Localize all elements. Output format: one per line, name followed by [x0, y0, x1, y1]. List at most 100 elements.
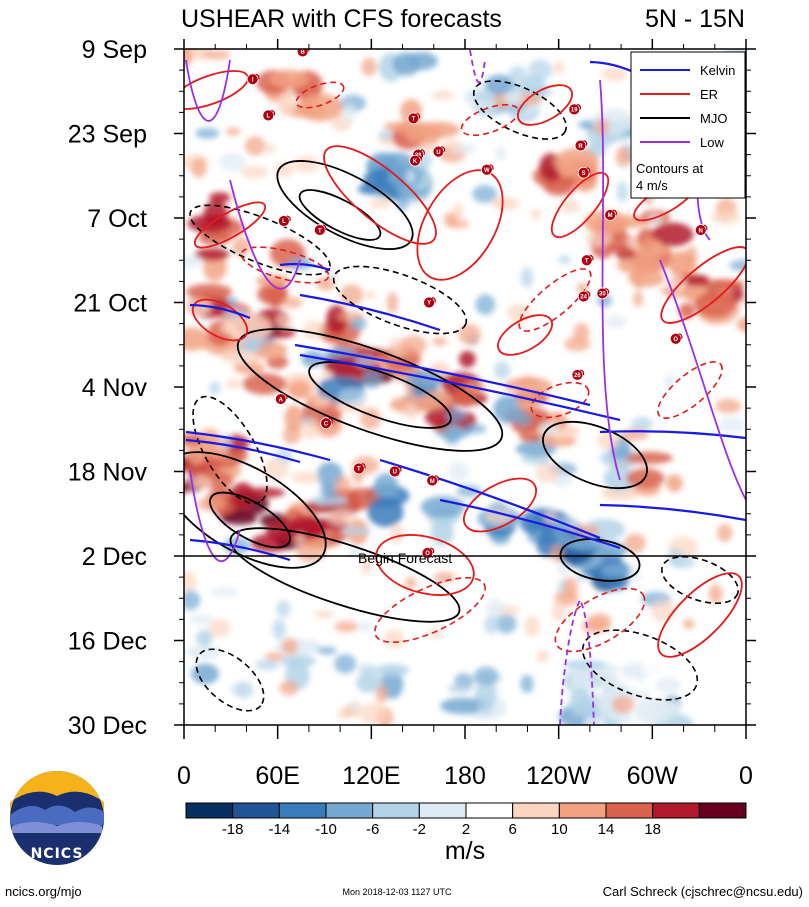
- shade-blob: [232, 237, 251, 257]
- shade-blob: [291, 471, 321, 484]
- storm-marker-circle: [246, 73, 259, 86]
- storm-marker-circle: [568, 103, 581, 116]
- storm-marker-tail: [580, 369, 585, 376]
- colorbar-swatch: [512, 802, 560, 819]
- shade-blob: [666, 474, 683, 492]
- shade-blob: [396, 194, 409, 211]
- shade-blob: [516, 391, 538, 412]
- shade-blob: [655, 677, 682, 694]
- storm-marker-tail: [441, 146, 446, 152]
- shade-blob: [237, 336, 262, 354]
- storm-marker-circle: [423, 296, 435, 309]
- shade-blob: [224, 313, 273, 342]
- storm-label: T: [585, 258, 589, 264]
- shade-blob: [307, 537, 330, 547]
- shade-blob: [503, 89, 524, 107]
- shade-blob: [47, 148, 87, 172]
- shade-blob: [659, 729, 688, 750]
- storm-marker: R: [574, 139, 588, 152]
- storm-marker-tail: [678, 333, 683, 339]
- legend-label: MJO: [700, 111, 727, 126]
- shade-blob: [280, 654, 316, 668]
- y-tick-label: 21 Oct: [73, 290, 147, 318]
- storm-marker: O: [421, 547, 435, 559]
- kelvin-contour: [379, 458, 601, 540]
- colorbar-swatch: [558, 802, 607, 819]
- er-contour: [375, 534, 475, 596]
- shade-blob: [263, 458, 290, 481]
- legend-label: Low: [700, 135, 724, 150]
- shade-blob: [284, 404, 303, 433]
- y-tick-label: 9 Sep: [82, 36, 147, 64]
- shade-blob: [254, 341, 288, 360]
- storm-marker-circle: [409, 154, 421, 167]
- shade-blob: [462, 423, 487, 434]
- shade-blob: [601, 66, 628, 82]
- storm-label: O: [425, 551, 430, 557]
- storm-marker: T: [580, 254, 594, 267]
- storm-label: M: [430, 479, 435, 485]
- shade-blob: [92, 177, 119, 194]
- footer-site-link[interactable]: ncics.org/mjo: [5, 884, 82, 899]
- shade-blob: [184, 571, 197, 592]
- shade-blob: [694, 290, 737, 318]
- shade-blob: [210, 587, 239, 598]
- storm-label: B: [300, 50, 305, 56]
- shade-blob: [358, 664, 377, 675]
- shade-blob: [551, 600, 566, 622]
- shade-blob: [264, 143, 276, 154]
- shade-blob: [514, 412, 532, 428]
- shade-blob: [378, 129, 393, 140]
- shade-blob: [615, 146, 632, 168]
- colorbar: -18 -14 -10 -6 -2 2 6 10 14 18: [185, 802, 747, 838]
- shade-blob: [633, 268, 644, 290]
- x-tick-label: 0: [177, 762, 191, 790]
- shade-blob: [296, 93, 344, 122]
- er-contour: [497, 314, 553, 356]
- shade-blob: [118, 180, 137, 208]
- shade-blob: [405, 577, 417, 590]
- shade-blob: [65, 147, 109, 165]
- shade-blob: [184, 482, 190, 494]
- shade-blob: [274, 162, 295, 177]
- er-contour-neg: [295, 81, 345, 109]
- shade-blob: [316, 276, 336, 291]
- storm-label: K: [413, 159, 418, 165]
- shade-blob: [603, 315, 627, 329]
- shade-blob: [234, 681, 254, 699]
- shade-blob: [349, 702, 362, 712]
- shade-blob: [447, 684, 473, 694]
- shade-blob: [209, 381, 221, 395]
- shade-blob: [92, 149, 128, 178]
- shade-blob: [115, 155, 145, 172]
- shade-blob: [535, 462, 561, 483]
- shade-blob: [244, 136, 266, 156]
- shade-blob: [326, 305, 348, 334]
- shade-blob: [56, 184, 93, 199]
- storm-marker-tail: [589, 254, 594, 261]
- shade-blob: [597, 431, 620, 450]
- shade-blob: [715, 398, 742, 414]
- shade-blob: [198, 230, 231, 246]
- shade-blob: [184, 255, 203, 268]
- storm-marker-circle: [421, 547, 434, 559]
- shade-blob: [405, 52, 438, 70]
- storm-label: T: [412, 117, 416, 123]
- shade-blob: [524, 615, 541, 637]
- shade-blob: [55, 161, 84, 181]
- shade-blob: [195, 127, 220, 139]
- storm-marker: 30: [596, 287, 610, 300]
- legend: Kelvin ER MJO Low Contours at 4 m/s: [630, 51, 746, 199]
- storm-marker-tail: [361, 462, 366, 469]
- shade-blob: [484, 74, 515, 96]
- shade-blob: [557, 561, 570, 576]
- storm-label: C: [324, 421, 329, 427]
- shade-blob: [708, 584, 723, 604]
- shade-blob: [225, 127, 241, 136]
- shade-blob: [528, 59, 553, 81]
- shade-blob: [310, 495, 348, 506]
- shade-blob: [209, 192, 231, 204]
- storm-marker: M: [426, 474, 440, 487]
- shade-blob: [717, 417, 745, 433]
- shade-blob: [279, 680, 299, 696]
